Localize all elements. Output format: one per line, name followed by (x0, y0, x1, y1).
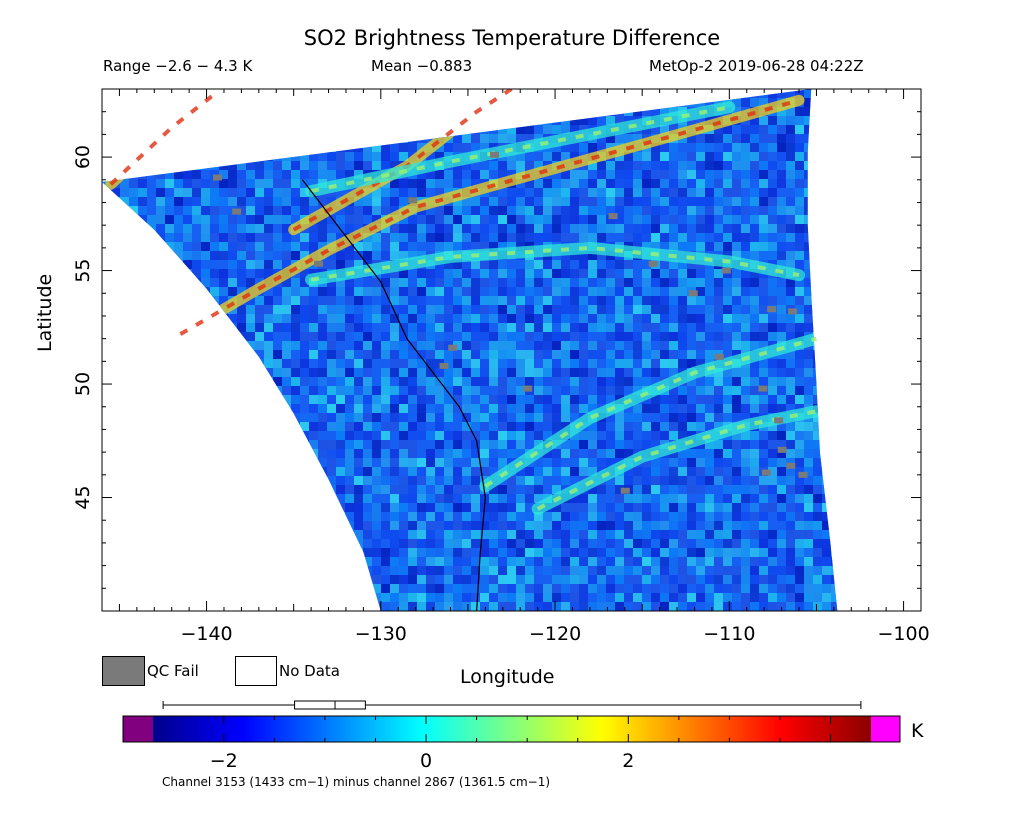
y-axis-label: Latitude (34, 273, 56, 352)
qc-fail-pixel (758, 385, 768, 392)
x-tick-label: −120 (529, 623, 581, 645)
colorbar-tick-label: −2 (210, 750, 238, 772)
no-data-label: No Data (279, 662, 340, 680)
qc-fail-pixel (648, 260, 658, 267)
whisker-box (294, 700, 366, 710)
coastline (301, 179, 486, 611)
qc-fail-pixel (798, 471, 808, 478)
mean-label: Mean −0.883 (371, 57, 473, 75)
qc-fail-pixel (232, 208, 242, 215)
qc-fail-pixel (490, 151, 500, 158)
swath-texture (102, 89, 838, 611)
qc-fail-pixel (448, 344, 458, 351)
colorbar-tick-label: 2 (622, 750, 634, 772)
y-tick-label: 60 (72, 145, 94, 169)
band-core-2 (292, 89, 513, 232)
qc-fail-pixel (314, 260, 324, 267)
qc-fail-pixel (777, 446, 787, 453)
y-tick-label: 50 (72, 372, 94, 396)
range-label: Range −2.6 − 4.3 K (103, 57, 253, 75)
y-tick-label: 45 (72, 485, 94, 509)
qc-fail-pixel (714, 353, 724, 360)
qc-fail-pixel (721, 267, 731, 274)
qc-fail-pixel (213, 174, 223, 181)
satellite-time-label: MetOp-2 2019-06-28 04:22Z (649, 57, 864, 75)
qc-fail-pixel (408, 197, 418, 204)
qc-fail-label: QC Fail (147, 662, 199, 680)
x-tick-label: −140 (180, 623, 232, 645)
band-3 (305, 101, 736, 198)
band-core-5 (484, 336, 817, 488)
qc-fail-pixel (786, 462, 796, 469)
qc-fail-pixel (688, 290, 698, 297)
qc-fail-pixel (608, 213, 618, 220)
colorbar-frame (122, 715, 901, 743)
y-tick-label: 55 (72, 258, 94, 282)
x-tick-label: −110 (703, 623, 755, 645)
colorbar-footnote: Channel 3153 (1433 cm−1) minus channel 2… (162, 775, 551, 789)
colorbar-gradient (153, 716, 871, 742)
qc-fail-pixel (767, 306, 777, 313)
qc-fail-pixel (620, 487, 630, 494)
qc-fail-pixel (761, 469, 771, 476)
colorbar-tick-label: 0 (420, 750, 432, 772)
qc-fail-pixel (523, 385, 533, 392)
no-data-swatch (235, 656, 277, 686)
x-tick-label: −130 (355, 623, 407, 645)
colorbar-overflow (871, 716, 900, 742)
band-core-6 (536, 409, 817, 511)
colorbar-unit: K (911, 720, 924, 742)
colorbar-underflow (123, 716, 153, 742)
plot-frame (101, 88, 922, 612)
qc-fail-pixel (439, 362, 449, 369)
x-axis-label: Longitude (460, 666, 555, 688)
chart-title: SO2 Brightness Temperature Difference (303, 26, 721, 50)
x-tick-label: −100 (877, 623, 929, 645)
band-core-1 (179, 98, 800, 336)
qc-fail-swatch (102, 656, 145, 686)
qc-fail-pixel (788, 308, 798, 315)
qc-fail-pixel (774, 417, 784, 424)
band-core-4 (310, 245, 800, 282)
